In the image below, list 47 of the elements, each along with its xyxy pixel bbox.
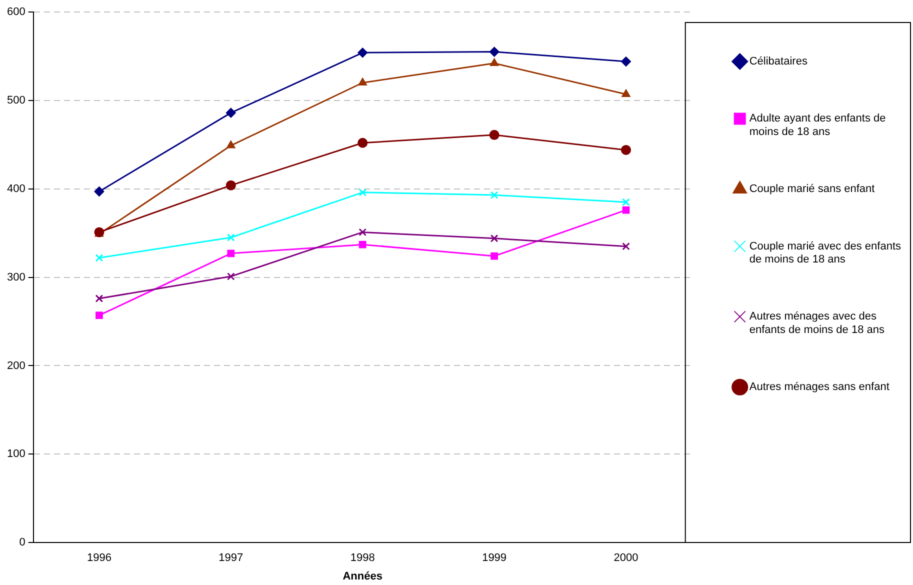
point <box>490 58 499 66</box>
x-tick-label: 1996 <box>86 552 112 564</box>
point <box>358 78 368 86</box>
point <box>622 242 630 250</box>
y-tick-label: 600 <box>6 6 26 18</box>
point <box>226 272 235 280</box>
point <box>358 188 367 196</box>
y-tick-label: 200 <box>6 360 26 372</box>
y-tick-label: 400 <box>6 182 26 195</box>
x-tick-label: 1999 <box>482 552 507 564</box>
point <box>622 206 630 214</box>
point <box>621 144 632 155</box>
legend-label: Célibataires <box>749 56 808 68</box>
point <box>96 312 103 320</box>
point <box>622 89 630 97</box>
point <box>94 186 104 197</box>
point <box>490 234 498 242</box>
legend-label: Couple marié sans enfant <box>749 183 875 196</box>
x-tick-label: 1998 <box>350 552 375 564</box>
point <box>489 130 500 140</box>
point <box>226 108 236 118</box>
point <box>622 198 630 206</box>
point <box>95 254 104 262</box>
point <box>226 180 236 190</box>
x-tick-label: 1997 <box>218 552 244 564</box>
y-tick-label: 100 <box>6 448 26 460</box>
point <box>226 234 235 242</box>
point <box>490 252 498 260</box>
legend-label: Adulte ayant des enfants de moins de 18 ans <box>749 112 886 138</box>
point <box>358 228 367 236</box>
x-tick-label: 2000 <box>614 552 638 564</box>
x-axis-title: Années <box>342 570 382 582</box>
point <box>227 250 235 258</box>
y-tick-label: 0 <box>19 536 26 549</box>
y-tick-label: 300 <box>6 271 26 284</box>
point <box>358 138 368 148</box>
point <box>489 46 500 57</box>
point <box>358 48 368 58</box>
point <box>621 56 632 67</box>
point <box>358 240 366 248</box>
legend-label: Autres ménages sans enfant <box>749 381 890 394</box>
point <box>95 294 104 302</box>
legend-label: Couple marié avec des enfants de moins de 18 ans <box>749 240 902 266</box>
point <box>226 140 236 148</box>
y-tick-label: 500 <box>6 94 26 106</box>
point <box>490 191 498 199</box>
legend-label: Autres ménages avec des enfants de moins de 18 ans <box>749 310 886 336</box>
